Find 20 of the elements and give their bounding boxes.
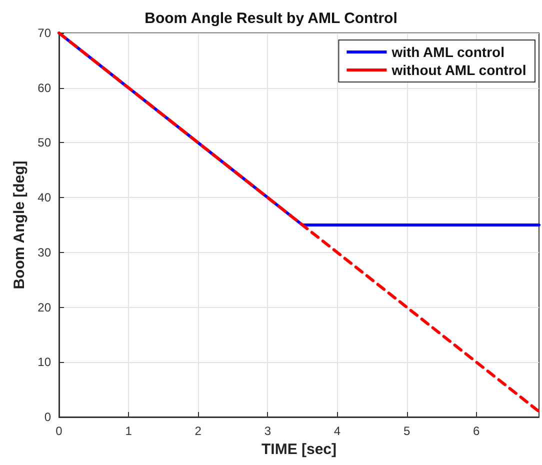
- y-tick-label: 0: [44, 410, 52, 424]
- y-axis-title: Boom Angle [deg]: [10, 160, 28, 290]
- y-tick-label: 50: [38, 136, 52, 150]
- x-tick-label: 3: [264, 424, 272, 438]
- y-tick-label: 10: [38, 355, 52, 370]
- x-tick-label: 4: [334, 424, 341, 438]
- y-tick-label: 60: [38, 80, 52, 95]
- x-tick-label: 1: [125, 424, 132, 438]
- y-tick-label: 20: [38, 300, 52, 314]
- legend-label: with AML control: [390, 44, 504, 60]
- y-tick-label: 40: [38, 190, 52, 205]
- x-tick-label: 2: [194, 424, 202, 438]
- y-tick-label: 30: [38, 245, 52, 260]
- chart-title: Boom Angle Result by AML Control: [144, 10, 398, 27]
- x-tick-label: 6: [473, 424, 480, 438]
- x-tick-label: 5: [403, 424, 410, 438]
- y-tick-label: 70: [38, 26, 52, 40]
- x-axis-title: TIME [sec]: [261, 440, 337, 458]
- legend-label: without AML control: [390, 62, 526, 78]
- x-tick-label: 0: [56, 424, 63, 438]
